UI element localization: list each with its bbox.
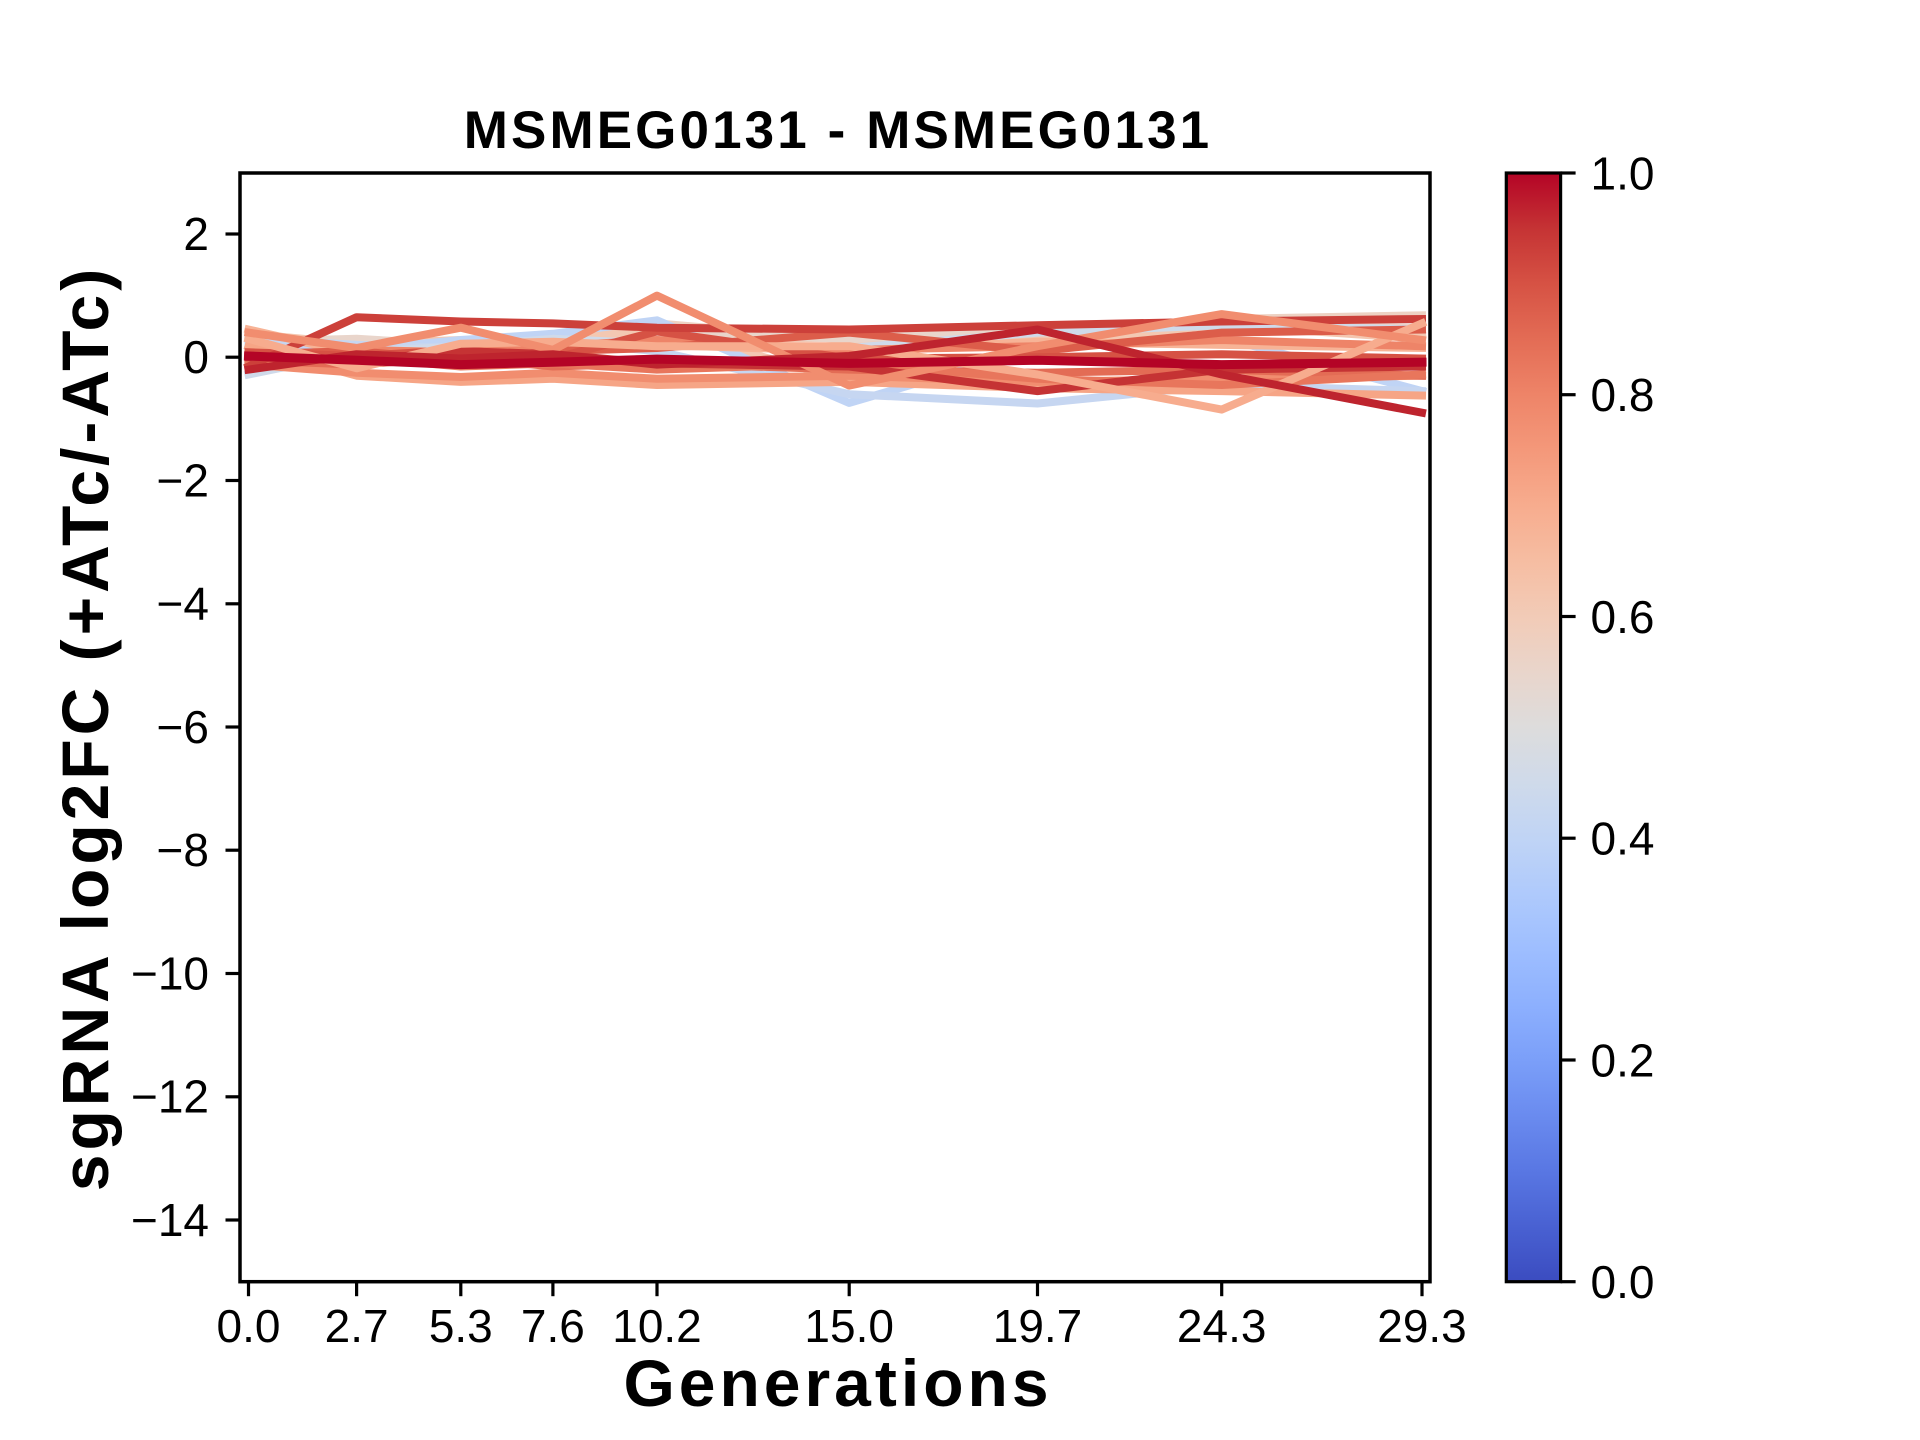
svg-text:−14: −14: [131, 1194, 209, 1246]
svg-text:−6: −6: [157, 701, 209, 753]
svg-text:0: 0: [183, 331, 209, 383]
svg-text:0.4: 0.4: [1591, 813, 1655, 865]
svg-text:7.6: 7.6: [521, 1300, 585, 1352]
svg-text:19.7: 19.7: [993, 1300, 1083, 1352]
svg-text:15.0: 15.0: [804, 1300, 894, 1352]
svg-text:2.7: 2.7: [325, 1300, 389, 1352]
svg-text:−12: −12: [131, 1071, 209, 1123]
svg-text:5.3: 5.3: [429, 1300, 493, 1352]
svg-text:0.2: 0.2: [1591, 1035, 1655, 1087]
svg-text:−2: −2: [157, 454, 209, 506]
svg-text:29.3: 29.3: [1377, 1300, 1467, 1352]
svg-text:24.3: 24.3: [1177, 1300, 1267, 1352]
svg-text:MSMEG0131 - MSMEG0131: MSMEG0131 - MSMEG0131: [464, 101, 1212, 160]
svg-text:−8: −8: [157, 824, 209, 876]
svg-text:0.6: 0.6: [1591, 591, 1655, 643]
svg-text:−4: −4: [157, 578, 209, 630]
svg-text:10.2: 10.2: [612, 1300, 702, 1352]
svg-text:1.0: 1.0: [1591, 148, 1655, 200]
svg-text:Generations: Generations: [623, 1346, 1052, 1420]
svg-text:0.0: 0.0: [217, 1300, 281, 1352]
svg-text:2: 2: [183, 208, 209, 260]
svg-text:−10: −10: [131, 947, 209, 999]
svg-text:0.0: 0.0: [1591, 1256, 1655, 1308]
svg-text:sgRNA log2FC (+ATc/-ATc): sgRNA log2FC (+ATc/-ATc): [48, 265, 122, 1191]
svg-text:0.8: 0.8: [1591, 369, 1655, 421]
